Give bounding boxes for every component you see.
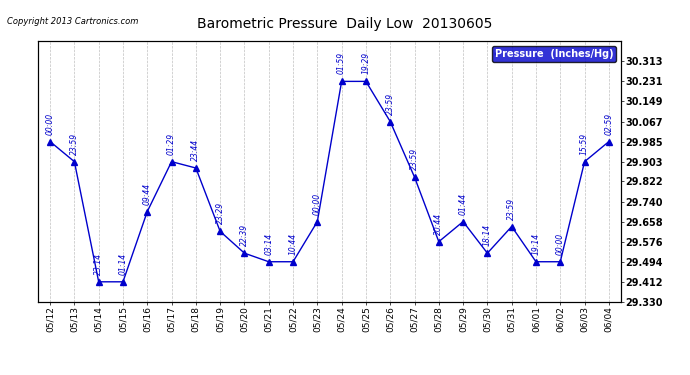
Text: 23:59: 23:59 — [410, 148, 419, 170]
Text: 23:59: 23:59 — [386, 93, 395, 115]
Text: 19:14: 19:14 — [531, 232, 540, 255]
Text: 23:59: 23:59 — [507, 197, 516, 219]
Text: 00:00: 00:00 — [46, 112, 55, 135]
Text: 15:59: 15:59 — [580, 133, 589, 155]
Text: 20:44: 20:44 — [434, 213, 443, 235]
Text: 10:44: 10:44 — [288, 232, 297, 255]
Text: 19:29: 19:29 — [362, 53, 371, 75]
Text: Barometric Pressure  Daily Low  20130605: Barometric Pressure Daily Low 20130605 — [197, 17, 493, 31]
Text: 02:59: 02:59 — [604, 112, 613, 135]
Text: 23:59: 23:59 — [70, 133, 79, 155]
Text: 01:29: 01:29 — [167, 133, 176, 155]
Text: 09:44: 09:44 — [143, 183, 152, 205]
Text: 01:44: 01:44 — [459, 192, 468, 214]
Text: Copyright 2013 Cartronics.com: Copyright 2013 Cartronics.com — [7, 17, 138, 26]
Text: 23:14: 23:14 — [94, 253, 104, 275]
Text: 00:00: 00:00 — [555, 232, 565, 255]
Text: 01:59: 01:59 — [337, 53, 346, 75]
Legend: Pressure  (Inches/Hg): Pressure (Inches/Hg) — [492, 46, 616, 62]
Text: 23:44: 23:44 — [191, 139, 200, 161]
Text: 23:29: 23:29 — [216, 202, 225, 225]
Text: 03:14: 03:14 — [264, 232, 273, 255]
Text: 18:14: 18:14 — [483, 224, 492, 246]
Text: 22:39: 22:39 — [240, 224, 249, 246]
Text: 00:00: 00:00 — [313, 192, 322, 214]
Text: 01:14: 01:14 — [119, 253, 128, 275]
